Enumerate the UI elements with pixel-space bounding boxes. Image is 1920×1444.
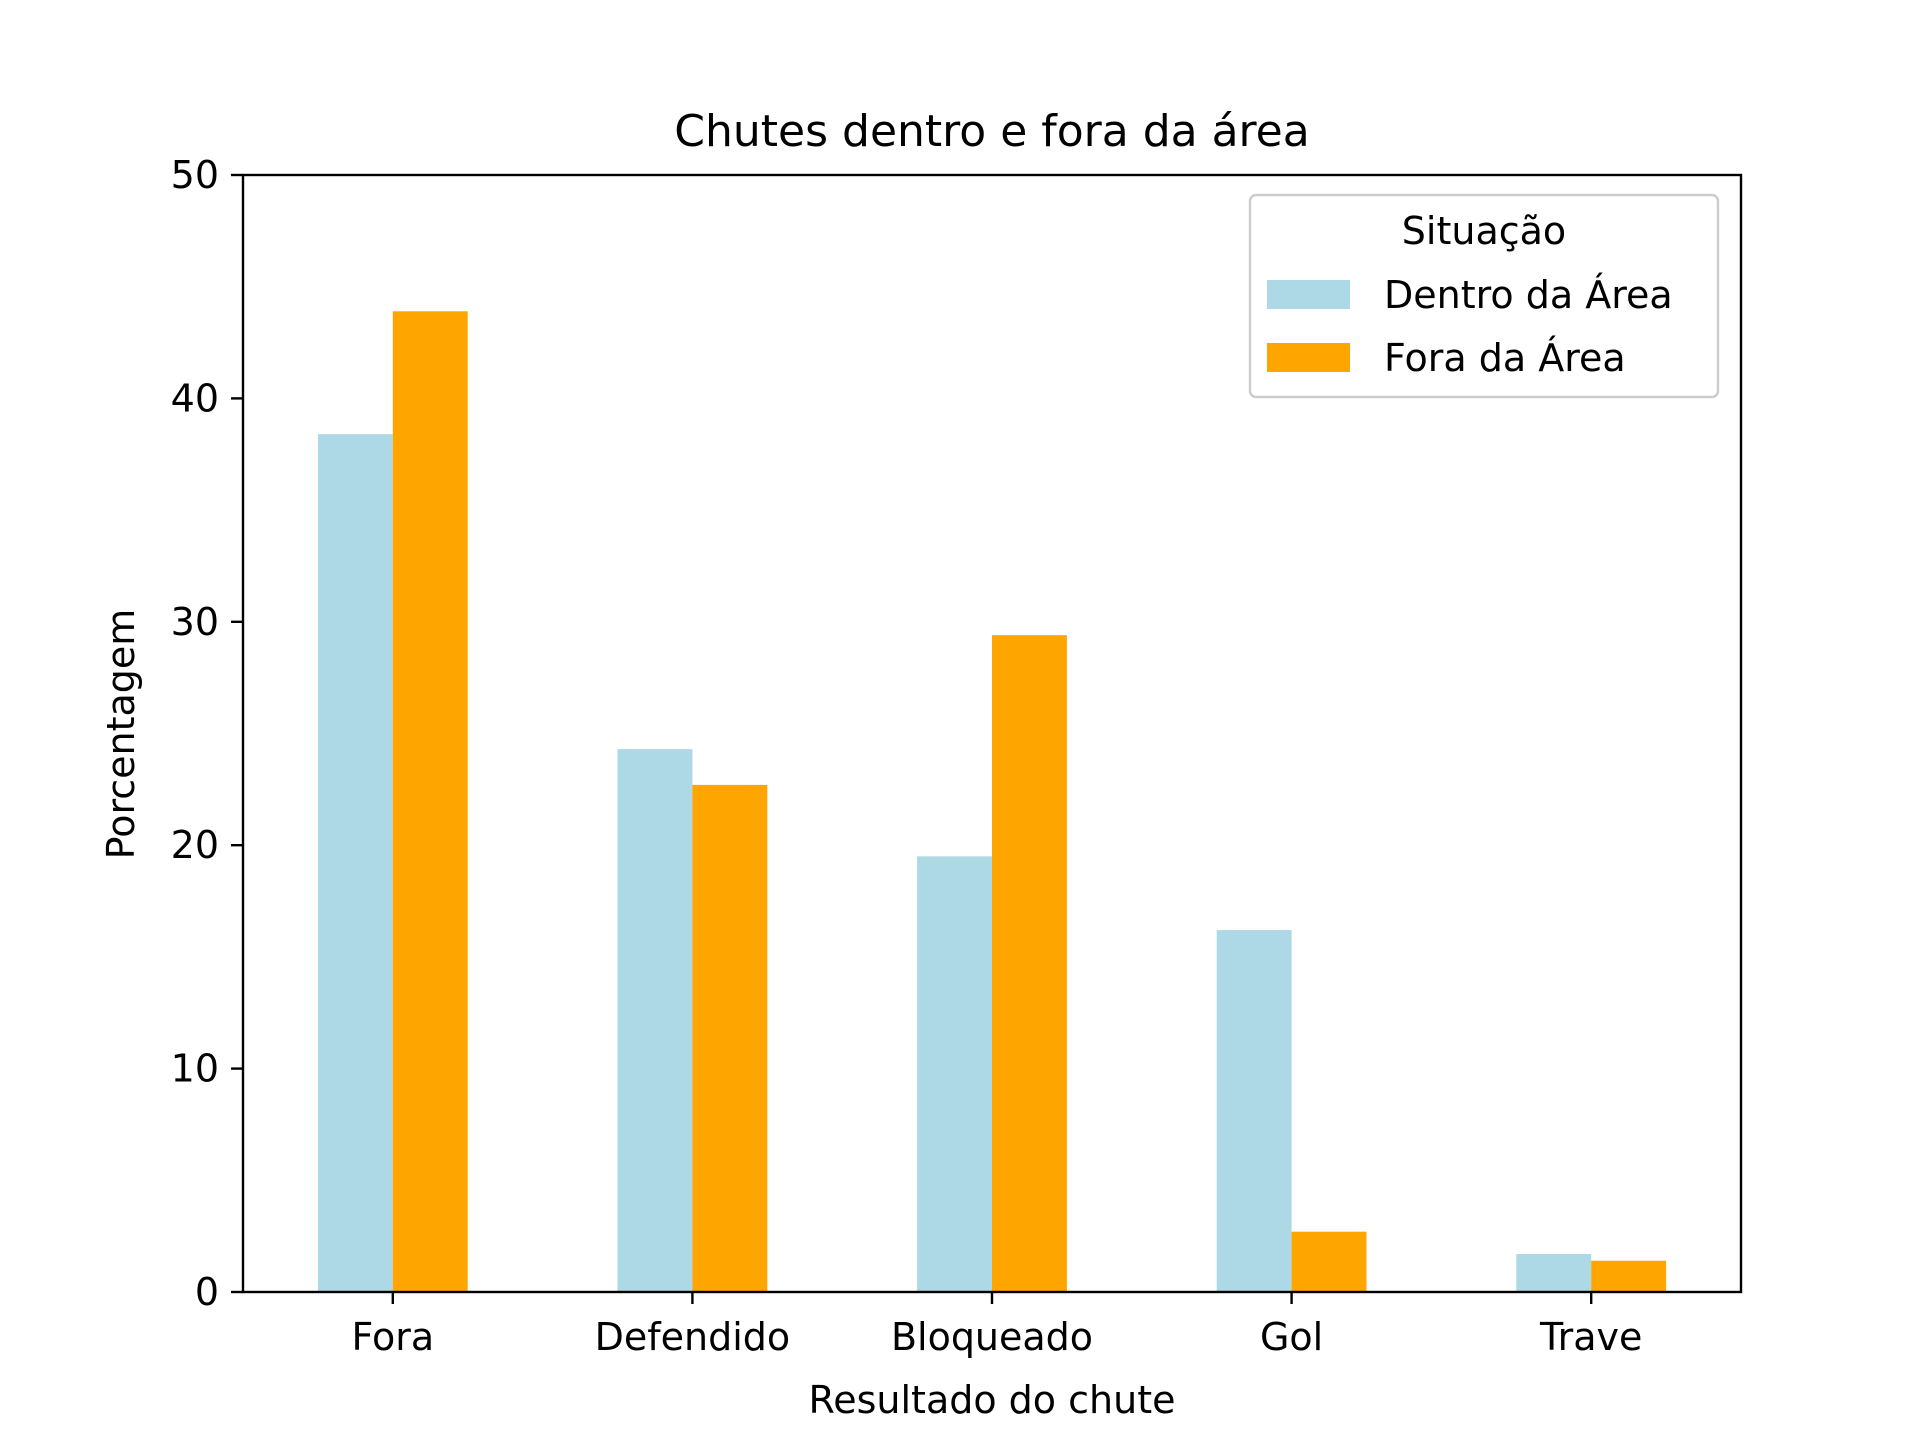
- bar-fora-da-rea-bloqueado: [992, 635, 1067, 1292]
- axes-group: Fora Defendido Bloqueado Gol Trave 0 10 20 30 40 5…: [171, 153, 1643, 1359]
- plot-frame: [241, 173, 1743, 1294]
- bar-fora-da-rea-trave: [1591, 1260, 1667, 1292]
- bar-dentro-da-rea-trave: [1516, 1254, 1592, 1292]
- bar-fora-da-rea-fora: [392, 311, 468, 1292]
- x-tick-label: Fora: [351, 1315, 434, 1359]
- y-tick-label: 20: [171, 823, 219, 867]
- bar-dentro-da-rea-gol: [1216, 930, 1292, 1292]
- legend-title: Situação: [1402, 209, 1566, 253]
- bar-dentro-da-rea-defendido: [617, 749, 693, 1292]
- y-tick-label: 40: [171, 376, 219, 420]
- bar-fora-da-rea-defendido: [692, 784, 768, 1292]
- legend-label-fora: Fora da Área: [1384, 336, 1626, 380]
- y-tick-label: 50: [171, 153, 219, 197]
- legend-label-dentro: Dentro da Área: [1384, 273, 1673, 317]
- bar-fora-da-rea-gol: [1291, 1231, 1367, 1292]
- x-tick-label: Gol: [1260, 1315, 1323, 1359]
- x-axis-label: Resultado do chute: [809, 1378, 1176, 1422]
- bars-group: [317, 311, 1667, 1292]
- y-tick-label: 0: [195, 1270, 219, 1314]
- bar-dentro-da-rea-bloqueado: [917, 856, 992, 1292]
- legend-swatch-dentro: [1267, 280, 1350, 309]
- bar-dentro-da-rea-fora: [317, 434, 393, 1292]
- legend-frame: [1248, 193, 1720, 399]
- y-tick-label: 10: [171, 1047, 219, 1091]
- y-axis-label: Porcentagem: [99, 609, 143, 860]
- x-tick-label: Bloqueado: [891, 1315, 1093, 1359]
- legend-swatch-fora: [1267, 343, 1350, 372]
- x-tick-label: Defendido: [595, 1315, 791, 1359]
- legend: Situação Dentro da Área Fora da Área: [1248, 193, 1720, 399]
- chart-title: Chutes dentro e fora da área: [674, 106, 1309, 157]
- y-tick-label: 30: [171, 600, 219, 644]
- x-tick-label: Trave: [1539, 1315, 1642, 1359]
